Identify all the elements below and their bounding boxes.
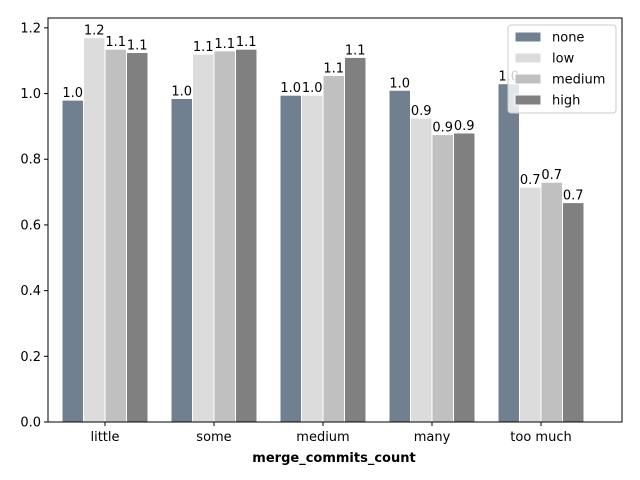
bar-low-many [410, 117, 433, 423]
axes-frame [47, 17, 623, 423]
data-label: 1.1 [127, 38, 148, 53]
data-label: 1.1 [214, 37, 235, 52]
data-label: 1.1 [323, 61, 344, 76]
y-tick-label: 0.2 [20, 350, 41, 365]
legend-swatch-none [514, 31, 542, 43]
data-label: 0.9 [411, 104, 432, 119]
data-label: 1.0 [62, 86, 83, 101]
bar-medium-little [104, 48, 127, 423]
x-tick-label: little [90, 430, 119, 445]
bar-high-little [126, 51, 149, 423]
data-label: 1.1 [105, 35, 126, 50]
bar-high-many [453, 132, 476, 423]
legend-label-high: high [552, 94, 580, 109]
data-label: 1.2 [84, 24, 105, 39]
data-label: 1.0 [280, 81, 301, 96]
data-label: 1.0 [171, 84, 192, 99]
bar-low-some [192, 53, 215, 423]
bar-none-some [170, 97, 193, 423]
bar-none-too-much [497, 83, 520, 423]
y-tick-label: 1.0 [20, 87, 41, 102]
legend-swatch-medium [514, 73, 542, 85]
bar-high-too-much [562, 202, 585, 423]
legend: none low medium high [507, 24, 617, 114]
x-tick-label: medium [296, 430, 349, 445]
legend-label-low: low [552, 52, 575, 67]
bar-medium-many [431, 134, 454, 423]
data-label: 0.7 [520, 173, 541, 188]
data-label: 1.1 [193, 40, 214, 55]
y-tick-label: 0.8 [20, 153, 41, 168]
data-label: 1.1 [345, 43, 366, 58]
x-axis: little some medium many too much [90, 422, 572, 445]
legend-box [507, 24, 617, 114]
data-label: 0.9 [454, 119, 475, 134]
data-label: 0.7 [541, 168, 562, 183]
data-labels: 1.01.01.01.01.01.21.11.00.90.71.11.11.10… [62, 24, 583, 204]
bar-none-medium [279, 94, 302, 423]
bar-none-little [61, 99, 84, 423]
data-label: 0.7 [563, 189, 584, 204]
x-tick-label: too much [510, 430, 571, 445]
y-tick-label: 0.6 [20, 218, 41, 233]
bar-medium-some [213, 50, 236, 423]
x-tick-label: many [414, 430, 451, 445]
y-axis: 0.0 0.2 0.4 0.6 0.8 1.0 1.2 [20, 21, 48, 431]
data-label: 1.0 [389, 76, 410, 91]
data-label: 0.9 [432, 121, 453, 136]
y-tick-label: 1.2 [20, 21, 41, 36]
data-label: 1.1 [236, 35, 257, 50]
bar-low-too-much [519, 186, 542, 423]
y-tick-label: 0.4 [20, 284, 41, 299]
y-tick-label: 0.0 [20, 416, 41, 431]
x-axis-title: merge_commits_count [252, 451, 415, 466]
x-tick-label: some [196, 430, 231, 445]
bar-high-medium [344, 56, 367, 423]
data-label: 1.0 [302, 81, 323, 96]
legend-swatch-high [514, 94, 542, 106]
bar-none-many [388, 89, 411, 423]
legend-label-medium: medium [552, 73, 605, 88]
bar-low-medium [301, 94, 324, 423]
bar-medium-medium [322, 74, 345, 423]
bar-medium-too-much [540, 181, 563, 423]
bars [61, 37, 585, 423]
bar-low-little [83, 37, 106, 423]
legend-label-none: none [552, 31, 584, 46]
bar-high-some [235, 48, 258, 423]
legend-swatch-low [514, 52, 542, 64]
